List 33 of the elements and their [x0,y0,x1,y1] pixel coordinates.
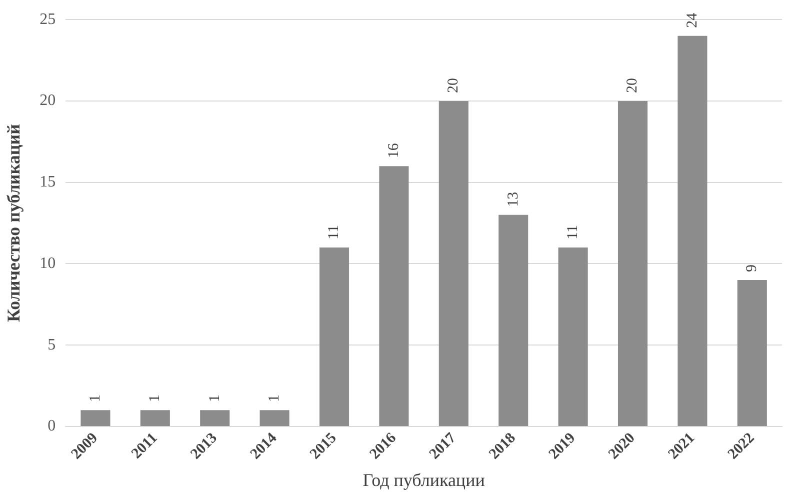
data-label: 1 [266,394,282,402]
bar [260,410,290,426]
bar [379,166,409,426]
x-axis-title: Год публикации [362,470,486,490]
data-label: 20 [624,78,641,93]
y-tick-label: 25 [40,10,56,28]
bar [319,247,350,426]
bar [678,36,708,426]
x-tick-label: 2011 [128,430,161,462]
y-tick-label: 10 [40,254,56,272]
data-label: 13 [505,192,522,207]
data-label: 1 [147,394,164,402]
y-axis-title: Количество публикаций [3,124,24,322]
bar [737,280,767,426]
data-label: 24 [684,12,700,28]
data-label: 11 [326,224,342,240]
bar [200,410,230,426]
data-label: 16 [386,142,402,158]
data-label: 9 [744,264,760,272]
bar [498,214,528,426]
data-label: 1 [87,394,104,402]
y-tick-label: 20 [40,92,56,110]
y-tick-label: 15 [40,174,56,191]
data-label: 1 [206,394,223,402]
data-label: 11 [564,224,581,240]
data-label: 20 [446,78,462,93]
bar [618,100,648,426]
bar [80,410,110,426]
y-tick-label: 5 [48,336,56,354]
bar [558,247,588,426]
y-tick-label: 0 [48,418,56,435]
bar [438,100,468,426]
bar [140,410,170,426]
